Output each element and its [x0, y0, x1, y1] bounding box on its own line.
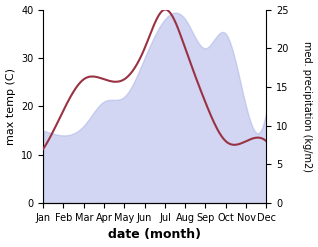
Y-axis label: max temp (C): max temp (C): [5, 68, 16, 145]
Y-axis label: med. precipitation (kg/m2): med. precipitation (kg/m2): [302, 41, 313, 172]
X-axis label: date (month): date (month): [108, 228, 201, 242]
